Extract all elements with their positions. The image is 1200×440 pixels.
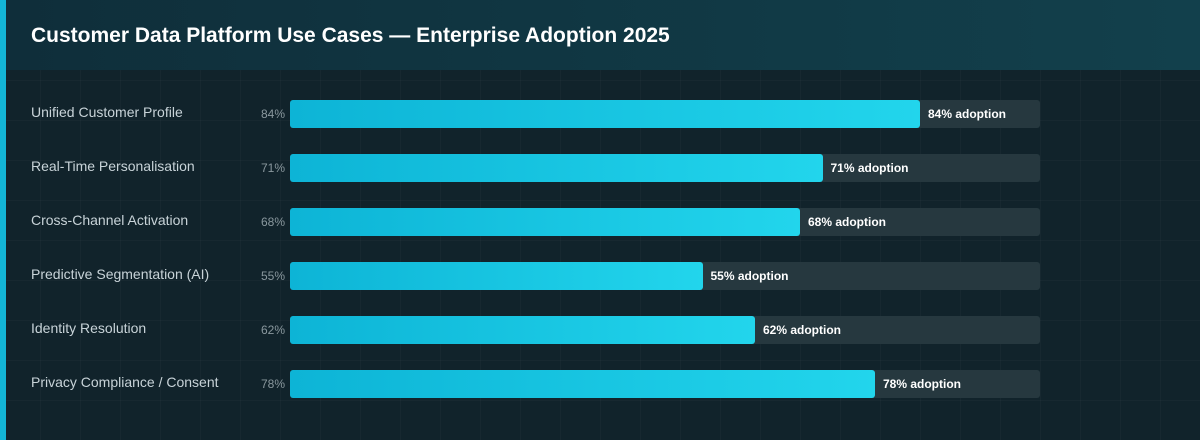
category-label: Unified Customer Profile xyxy=(31,104,183,120)
percent-label: 84% xyxy=(260,107,285,121)
bar xyxy=(290,262,703,290)
percent-label: 62% xyxy=(260,323,285,337)
bar-track: 68% adoption xyxy=(290,208,1040,236)
bar-track: 62% adoption xyxy=(290,316,1040,344)
bar xyxy=(290,316,755,344)
bar-row: Privacy Compliance / Consent 78% 78% ado… xyxy=(0,370,1200,398)
bar-row: Identity Resolution 62% 62% adoption xyxy=(0,316,1200,344)
bar-track: 78% adoption xyxy=(290,370,1040,398)
category-label: Privacy Compliance / Consent xyxy=(31,374,219,390)
category-label: Real-Time Personalisation xyxy=(31,158,195,174)
bar xyxy=(290,100,920,128)
bar xyxy=(290,208,800,236)
data-label: 55% adoption xyxy=(710,269,789,283)
bar-track: 71% adoption xyxy=(290,154,1040,182)
bar-track: 55% adoption xyxy=(290,262,1040,290)
category-label: Predictive Segmentation (AI) xyxy=(31,266,210,282)
data-label: 78% adoption xyxy=(883,377,962,391)
accent-stripe xyxy=(0,0,6,440)
data-label: 62% adoption xyxy=(763,323,842,337)
percent-label: 71% xyxy=(260,161,285,175)
percent-label: 55% xyxy=(260,269,285,283)
percent-label: 78% xyxy=(260,377,285,391)
bar-row: Real-Time Personalisation 71% 71% adopti… xyxy=(0,154,1200,182)
header: Customer Data Platform Use Cases — Enter… xyxy=(6,0,1200,70)
percent-label: 68% xyxy=(260,215,285,229)
page-title: Customer Data Platform Use Cases — Enter… xyxy=(31,24,670,47)
category-label: Cross-Channel Activation xyxy=(31,212,189,228)
bar-track: 84% adoption xyxy=(290,100,1040,128)
data-label: 84% adoption xyxy=(928,107,1007,121)
bar xyxy=(290,154,823,182)
bar xyxy=(290,370,875,398)
bar-row: Predictive Segmentation (AI) 55% 55% ado… xyxy=(0,262,1200,290)
bar-row: Unified Customer Profile 84% 84% adoptio… xyxy=(0,100,1200,128)
data-label: 68% adoption xyxy=(808,215,887,229)
category-label: Identity Resolution xyxy=(31,320,147,336)
bar-row: Cross-Channel Activation 68% 68% adoptio… xyxy=(0,208,1200,236)
data-label: 71% adoption xyxy=(830,161,909,175)
